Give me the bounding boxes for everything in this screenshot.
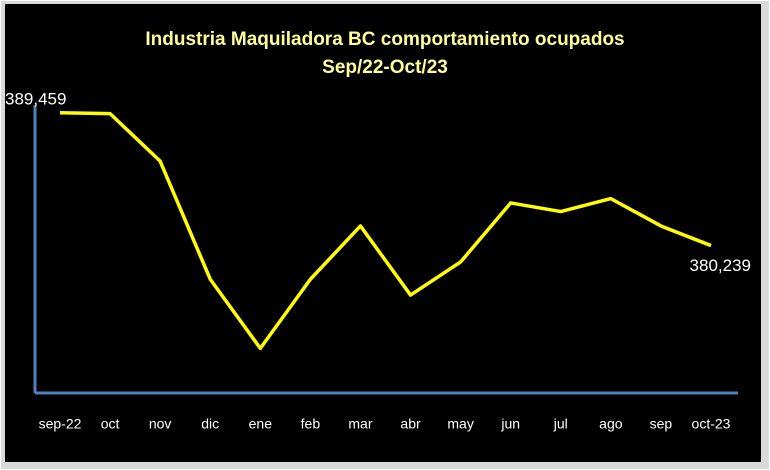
chart-title: Industria Maquiladora BC comportamiento … bbox=[145, 29, 624, 50]
x-tick-label: sep bbox=[650, 416, 673, 432]
x-tick-label: ago bbox=[599, 416, 623, 432]
value-label: 380,239 bbox=[690, 256, 751, 275]
value-label: 389,459 bbox=[5, 89, 66, 108]
line-series bbox=[59, 111, 712, 351]
x-tick-label: oct-23 bbox=[692, 416, 731, 432]
x-tick-label: jun bbox=[500, 416, 520, 432]
x-tick-label: feb bbox=[301, 416, 321, 432]
x-tick-label: dic bbox=[201, 416, 219, 432]
x-tick-label: nov bbox=[149, 416, 172, 432]
x-tick-label: ene bbox=[249, 416, 273, 432]
x-tick-label: jul bbox=[553, 416, 568, 432]
x-tick-label: mar bbox=[348, 416, 372, 432]
chart-subtitle: Sep/22-Oct/23 bbox=[322, 57, 448, 78]
x-tick-label: abr bbox=[400, 416, 421, 432]
x-tick-label: oct bbox=[101, 416, 120, 432]
chart-area bbox=[5, 4, 761, 462]
x-tick-label: may bbox=[447, 416, 473, 432]
x-tick-label: sep-22 bbox=[39, 416, 82, 432]
